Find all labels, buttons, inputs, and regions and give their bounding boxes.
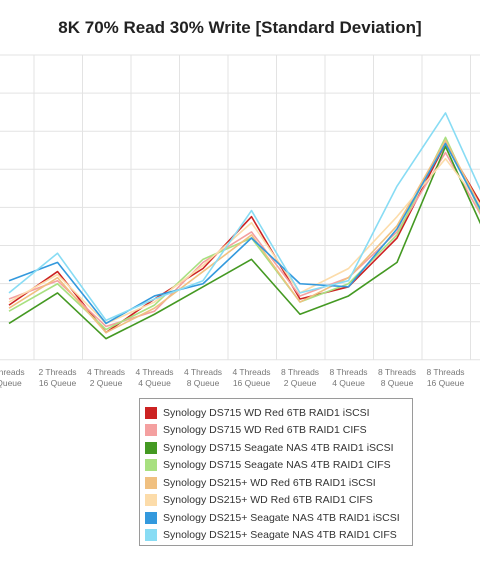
x-tick-label: 4 Threads — [232, 367, 270, 377]
legend-swatch — [145, 494, 157, 507]
chart-legend: Synology DS715 WD Red 6TB RAID1 iSCSI Syn… — [139, 398, 413, 546]
legend-label: Synology DS215+ Seagate NAS 4TB RAID1 CI… — [163, 529, 397, 542]
chart-title: 8K 70% Read 30% Write [Standard Deviatio… — [58, 18, 422, 37]
legend-swatch — [145, 441, 157, 454]
legend-item[interactable]: Synology DS715 WD Red 6TB RAID1 iSCSI — [140, 404, 412, 422]
x-tick-label: Threads — [0, 367, 25, 377]
x-tick-label: 8 Threads — [281, 367, 319, 377]
legend-swatch — [145, 529, 157, 542]
legend-label: Synology DS215+ WD Red 6TB RAID1 CIFS — [163, 494, 373, 507]
legend-label: Synology DS715 WD Red 6TB RAID1 iSCSI — [163, 406, 370, 419]
x-tick-label: 8 Threads — [426, 367, 464, 377]
legend-item[interactable]: Synology DS715 WD Red 6TB RAID1 CIFS — [140, 422, 412, 440]
series-line-7 — [8, 142, 480, 325]
legend-label: Synology DS215+ Seagate NAS 4TB RAID1 iS… — [163, 511, 400, 524]
series-line-6 — [8, 157, 480, 325]
legend-item[interactable]: Synology DS215+ WD Red 6TB RAID1 iSCSI — [140, 474, 412, 492]
x-tick-label: 2 Queue — [90, 378, 123, 388]
legend-swatch — [145, 511, 157, 524]
series-line-3 — [8, 145, 480, 340]
legend-label: Synology DS715 Seagate NAS 4TB RAID1 iSC… — [163, 441, 394, 454]
x-tick-label: 4 Threads — [87, 367, 125, 377]
x-tick-label: 16 Queue — [39, 378, 77, 388]
x-tick-label: 8 Queue — [187, 378, 220, 388]
legend-swatch — [145, 424, 157, 437]
x-tick-label: 4 Queue — [332, 378, 365, 388]
x-tick-label: 4 Threads — [184, 367, 222, 377]
legend-swatch — [145, 406, 157, 419]
legend-swatch — [145, 459, 157, 472]
legend-item[interactable]: Synology DS215+ Seagate NAS 4TB RAID1 iS… — [140, 509, 412, 527]
legend-label: Synology DS715 Seagate NAS 4TB RAID1 CIF… — [163, 459, 391, 472]
series-layer — [8, 112, 480, 340]
x-tick-label: 8 Threads — [329, 367, 367, 377]
x-tick-label: 2 Queue — [284, 378, 317, 388]
legend-item[interactable]: Synology DS715 Seagate NAS 4TB RAID1 CIF… — [140, 457, 412, 475]
series-line-8 — [8, 112, 480, 322]
x-tick-label: 4 Queue — [138, 378, 171, 388]
x-tick-label: 4 Threads — [135, 367, 173, 377]
x-tick-label: 16 Queue — [427, 378, 465, 388]
x-tick-label: 8 Queue — [381, 378, 414, 388]
x-tick-label: 2 Threads — [38, 367, 76, 377]
legend-label: Synology DS215+ WD Red 6TB RAID1 iSCSI — [163, 476, 376, 489]
x-tick-label: 8 Threads — [378, 367, 416, 377]
x-tick-label: Queue — [0, 378, 22, 388]
legend-swatch — [145, 476, 157, 489]
legend-label: Synology DS715 WD Red 6TB RAID1 CIFS — [163, 424, 367, 437]
legend-item[interactable]: Synology DS215+ WD Red 6TB RAID1 CIFS — [140, 492, 412, 510]
series-line-2 — [8, 151, 480, 328]
legend-item[interactable]: Synology DS215+ Seagate NAS 4TB RAID1 CI… — [140, 527, 412, 545]
x-tick-label: 16 Queue — [233, 378, 271, 388]
legend-item[interactable]: Synology DS715 Seagate NAS 4TB RAID1 iSC… — [140, 439, 412, 457]
